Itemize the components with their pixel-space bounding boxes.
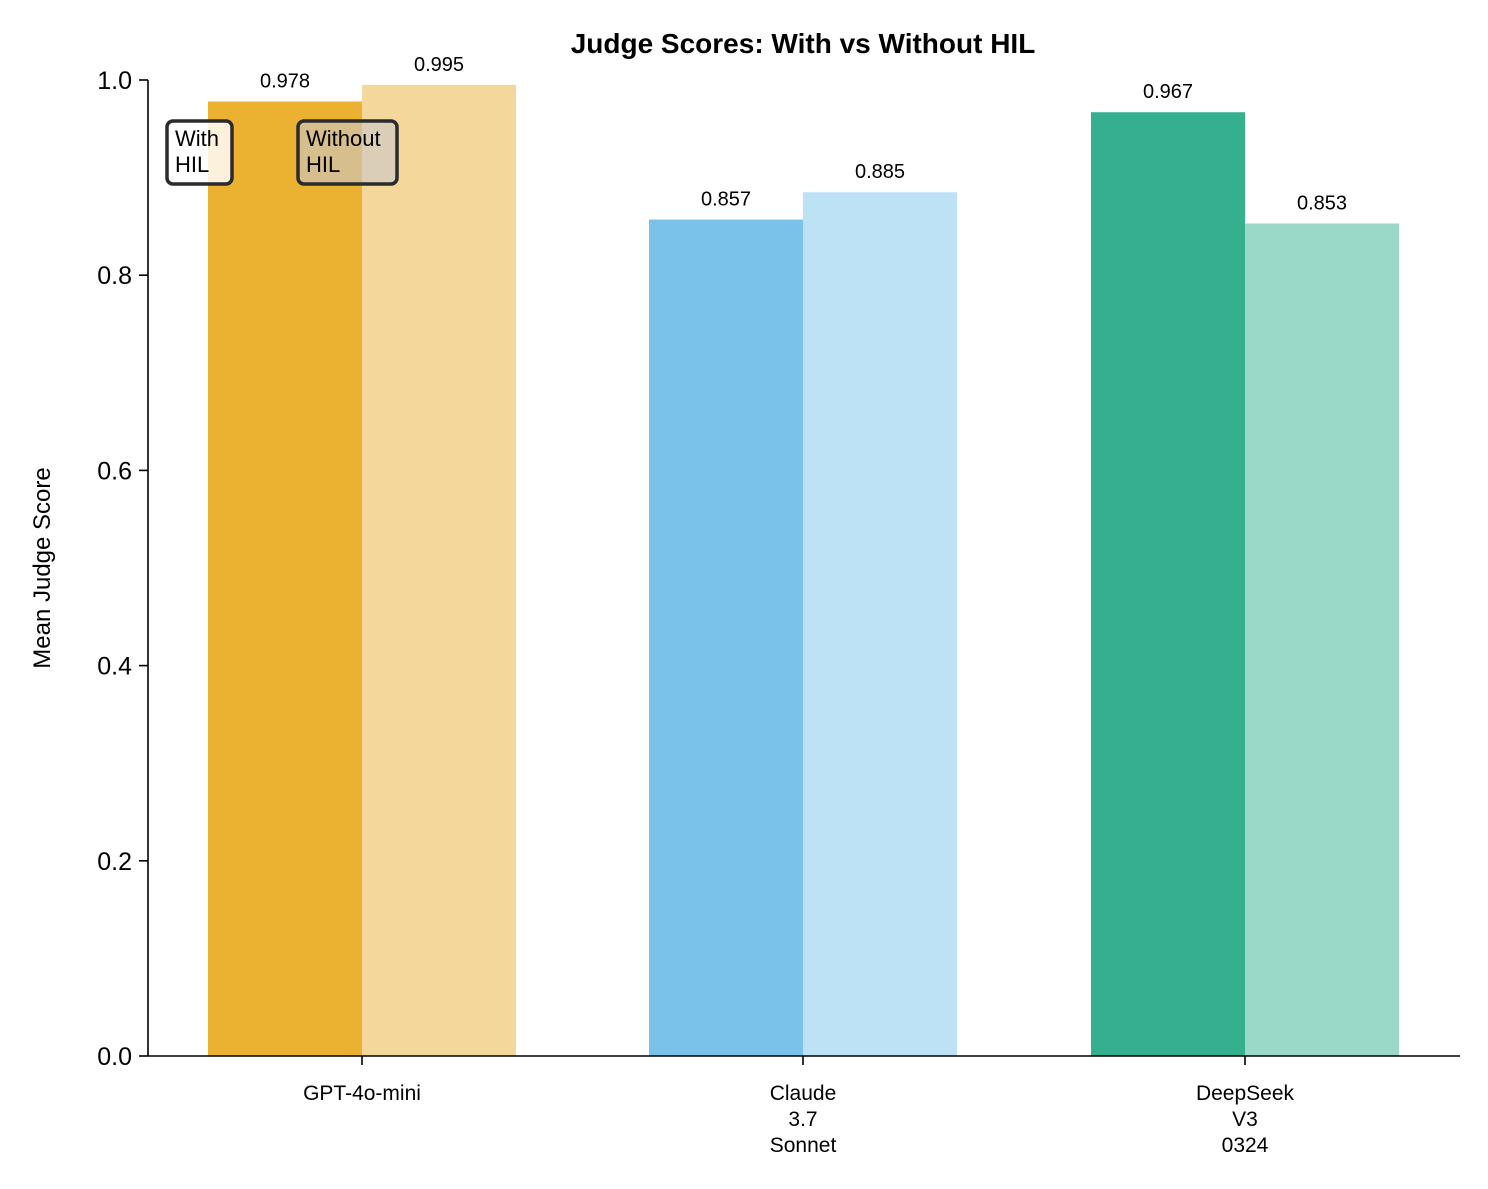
legend-label-without-hil: Without HIL xyxy=(306,126,381,177)
y-tick-label-3: 0.6 xyxy=(97,457,132,485)
value-label-with-hil-2: 0.967 xyxy=(1143,81,1193,103)
value-label-with-hil-1: 0.857 xyxy=(701,189,751,211)
y-tick-label-1: 0.2 xyxy=(97,848,132,876)
x-tick-label-0: GPT-4o-mini xyxy=(303,1082,421,1105)
bar-without-hil-0 xyxy=(362,84,516,1056)
bar-without-hil-2 xyxy=(1245,223,1399,1057)
y-axis-title: Mean Judge Score xyxy=(29,467,56,668)
legend-label-with-hil: With HIL xyxy=(175,126,219,177)
y-tick-label-4: 0.8 xyxy=(97,262,132,290)
bar-with-hil-0 xyxy=(208,101,362,1057)
value-labels-group: 0.978 0.857 0.967 0.995 0.885 0.853 xyxy=(260,54,1347,215)
value-label-without-hil-0: 0.995 xyxy=(414,54,464,76)
axes-group: 0.0 0.2 0.4 0.6 0.8 1.0 GPT-4o-mini Claude 3.7 So… xyxy=(97,67,1460,1157)
legend-box-without-hil xyxy=(296,119,399,186)
bar-with-hil-2 xyxy=(1091,112,1245,1056)
y-tick-label-5: 1.0 xyxy=(97,67,132,95)
legend-box-with-hil xyxy=(165,119,234,186)
bar-with-hil-1 xyxy=(649,219,803,1056)
value-label-without-hil-1: 0.885 xyxy=(855,161,905,183)
value-label-with-hil-0: 0.978 xyxy=(260,70,310,92)
x-tick-label-1: Claude 3.7 Sonnet xyxy=(770,1082,837,1157)
legend: With HIL Without HIL xyxy=(165,119,399,186)
bars-group xyxy=(208,84,1399,1057)
bar-without-hil-1 xyxy=(803,192,957,1057)
chart-title: Judge Scores: With vs Without HIL xyxy=(571,28,1036,59)
value-label-without-hil-2: 0.853 xyxy=(1297,192,1347,214)
x-tick-label-2: DeepSeek V3 0324 xyxy=(1196,1082,1295,1157)
y-tick-label-0: 0.0 xyxy=(97,1043,132,1071)
y-tick-label-2: 0.4 xyxy=(97,653,132,681)
